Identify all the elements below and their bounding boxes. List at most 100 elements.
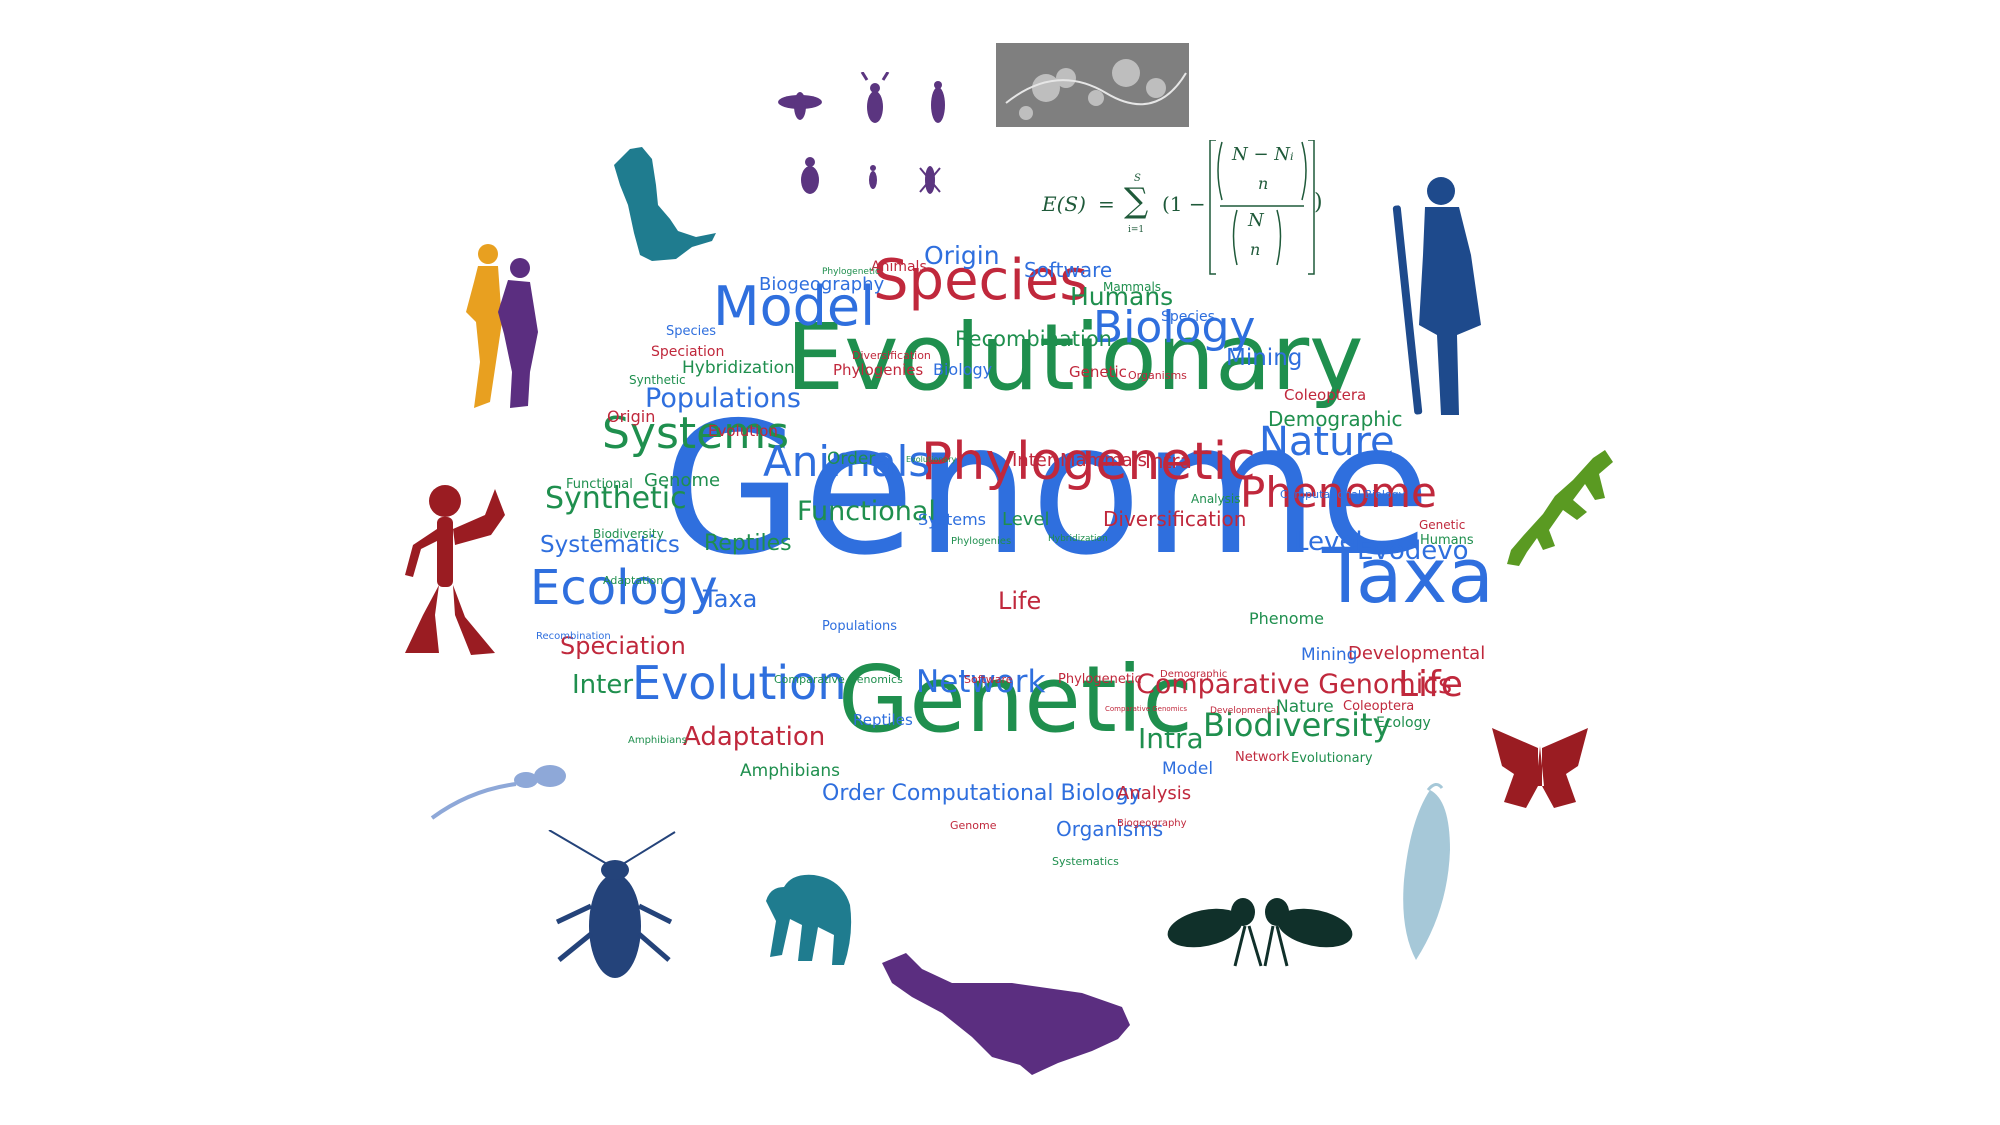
cloud-word: Species (873, 248, 1089, 314)
cloud-word: Populations (645, 383, 801, 415)
cloud-word: Genetic (1069, 362, 1127, 381)
cloud-word: Analysis (1191, 492, 1241, 507)
hominins-silhouette-icon (466, 244, 538, 408)
cloud-word: Animals (871, 259, 927, 276)
cloud-word: Animals (763, 436, 931, 486)
cloud-word: Phenome (1240, 467, 1437, 517)
cloud-word: Mammals (1103, 280, 1162, 295)
cloud-word: Analysis (1117, 783, 1192, 805)
cloud-word: Systematics (1052, 854, 1119, 868)
formula-close-paren: ) (1314, 190, 1323, 215)
cloud-word: Taxa (1322, 531, 1494, 621)
cloud-word: Network (1235, 749, 1290, 765)
cloud-word: Systematics (540, 532, 680, 559)
formula-binom-top-k: n (1258, 174, 1269, 193)
cloud-word: Level (1294, 526, 1363, 557)
cloud-word: Recombination (955, 327, 1112, 352)
cloud-word: Evolutionary (906, 454, 957, 464)
microscopy-image-icon (996, 43, 1189, 127)
cloud-word: Synthetic (545, 480, 687, 516)
robot-silhouette-icon (405, 485, 505, 655)
cloud-word: Genome (662, 382, 1431, 595)
cloud-word: Intra (1138, 721, 1204, 755)
cloud-word: Evolutionary (786, 304, 1364, 412)
cloud-word: Coleoptera (1343, 698, 1415, 714)
cloud-word: Genetic (1419, 518, 1466, 533)
cloud-word: Evodevo (1357, 535, 1469, 566)
whale-silhouette-icon (882, 953, 1130, 1075)
cloud-word: Software (1024, 258, 1113, 282)
cloud-word: Speciation (560, 631, 686, 660)
cloud-word: Phylogenetic (822, 267, 880, 278)
formula-brackets (1209, 140, 1315, 275)
cloud-word: Order Computational Biology (822, 780, 1142, 806)
formula-upper-limit: S (1134, 173, 1141, 184)
cloud-word: Reptiles (853, 710, 913, 729)
cloud-word: Functional (566, 476, 633, 492)
cloud-word: Developmental (1348, 643, 1486, 665)
cloud-word: Genome (644, 470, 721, 492)
cloud-word: Evolution (632, 655, 847, 710)
cloud-word: Genome (950, 818, 997, 832)
cloud-word: Order (827, 448, 876, 469)
expected-species-formula: E(S) = ∑ S i=1 (1 − N − Nᵢ n N n ) (1032, 140, 1332, 280)
protist-silhouette-icon (1403, 783, 1450, 960)
cloud-word: Level (1002, 509, 1050, 531)
cloud-word: Biology (1093, 301, 1256, 353)
cloud-word: Ecology (530, 559, 718, 616)
cloud-word: Network (916, 663, 1046, 700)
cloud-word: Coleoptera (1284, 385, 1367, 404)
cloud-word: Organisms (1128, 368, 1187, 382)
formula-binom-bottom-n: N (1248, 210, 1264, 231)
cloud-word: Hybridization (1048, 534, 1108, 545)
cockroach-silhouette-icon (548, 830, 676, 978)
cloud-word: Evolutionary (1291, 750, 1373, 766)
gecko-silhouette-icon (1507, 450, 1613, 566)
cloud-word: Nature (1259, 419, 1395, 465)
cloud-word: Evolution (708, 421, 778, 440)
cloud-word: Inter (572, 669, 634, 700)
cloud-word: Demographic (1160, 668, 1228, 680)
formula-binom-bottom-k: n (1250, 240, 1261, 259)
cloud-word: Biogeography (759, 274, 885, 296)
cloud-word: Intra (1145, 449, 1192, 473)
cloud-word: Humans (1420, 532, 1474, 548)
cloud-word: Origin (924, 241, 1000, 271)
cloud-word: Biology (933, 360, 993, 380)
cloud-word: Diversification (852, 348, 931, 362)
cloud-word: Taxa (703, 584, 758, 613)
cloud-word: Model (1162, 758, 1214, 779)
cloud-word: Phenome (1249, 609, 1324, 629)
cloud-word: Phylogenies (951, 535, 1012, 547)
cloud-word: Comparative Genomics (1105, 705, 1187, 714)
cloud-word: Amphibians (628, 734, 687, 746)
cloud-word: Phylogenetic (921, 432, 1256, 493)
cloud-word: Computational Biology (1280, 487, 1406, 501)
cloud-word: Origin (607, 407, 656, 427)
cloud-word: Life (998, 586, 1042, 615)
cloud-word: Reptiles (704, 530, 792, 556)
cloud-word: Developmental (1210, 706, 1279, 717)
cloud-word: Recombination (536, 630, 611, 642)
cloud-word: Inter Mammals (1012, 450, 1148, 472)
cloud-word: Biodiversity (1203, 706, 1392, 745)
cloud-word: Systems (602, 407, 789, 459)
formula-lower-limit: i=1 (1128, 225, 1145, 235)
cloud-word: Model (713, 275, 876, 339)
cloud-word: Phylogenies (833, 360, 924, 379)
cloud-word: Adaptation (603, 573, 664, 587)
cloud-word: Adaptation (683, 721, 826, 752)
butterfly-silhouette-icon (1492, 728, 1588, 808)
cloud-word: Ecology (1376, 715, 1431, 732)
chimpanzee-silhouette-icon (766, 874, 852, 965)
cloud-word: Populations (822, 618, 898, 634)
cloud-word: Mining (1226, 345, 1303, 372)
cloud-word: Hybridization (682, 357, 795, 378)
cloud-word: Humans (1070, 282, 1174, 312)
cloud-word: Genetic (838, 646, 1194, 754)
cloud-word: Comparative Genomics (774, 672, 903, 686)
sperm-cell-silhouette-icon (430, 765, 566, 820)
cloud-word: Species (666, 323, 717, 339)
cloud-word: Biogeography (1117, 817, 1187, 829)
